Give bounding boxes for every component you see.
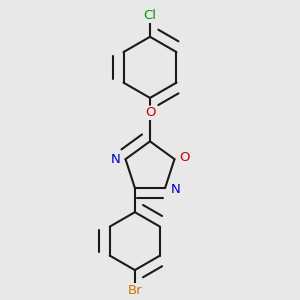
Text: O: O: [180, 151, 190, 164]
Text: O: O: [145, 106, 155, 119]
Text: Br: Br: [128, 284, 142, 297]
Text: Cl: Cl: [143, 9, 157, 22]
Text: N: N: [111, 153, 120, 166]
Text: N: N: [170, 183, 180, 196]
